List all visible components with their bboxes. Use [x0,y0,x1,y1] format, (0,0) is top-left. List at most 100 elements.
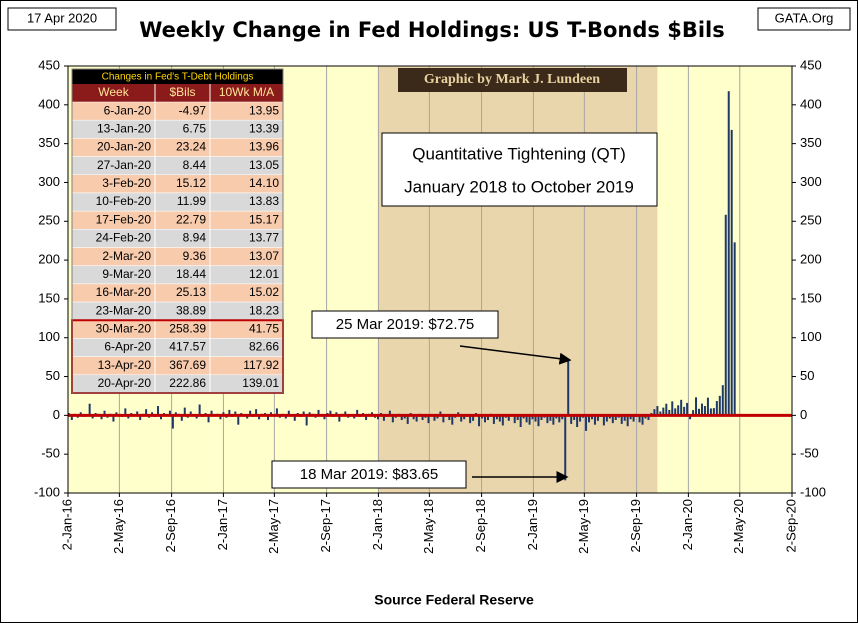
bar [145,409,148,416]
bar [136,411,139,416]
bar [391,415,394,423]
bar [653,409,656,416]
credit-box [398,68,627,92]
bar [519,415,522,428]
site-box [757,7,851,31]
bar [88,403,91,416]
bar [472,415,475,421]
value-cell: 222.86 [169,376,206,390]
bar [486,415,489,421]
bar [686,402,689,416]
column-header: 10Wk M/A [219,85,274,99]
date-box [7,7,117,31]
bar [451,415,454,425]
bar [596,415,599,421]
bar [189,411,192,416]
annotation: 18 Mar 2019: $83.65 [300,466,438,483]
bar [516,415,519,421]
y-tick-label: 200 [38,252,60,267]
date: 17 Apr 2020 [27,10,97,25]
y-tick-label: 100 [38,329,60,344]
y2-tick-label: 200 [800,252,822,267]
ma-cell: 12.01 [249,267,279,281]
bar [689,415,692,420]
value-cell: 38.89 [176,303,206,317]
table-title: Changes in Fed's T-Debt Holdings [102,72,254,83]
annotation: 25 Mar 2019: $72.75 [336,316,474,333]
ma-cell: 139.01 [242,376,279,390]
ma-cell: 41.75 [249,322,279,336]
bar [237,415,240,425]
x-tick-label: 2-Jan-19 [525,499,540,550]
qt-text: Quantitative Tightening (QT) [412,144,626,163]
ma-cell: 13.95 [249,103,279,117]
value-cell: 8.94 [183,231,207,245]
y2-tick-label: 450 [800,57,822,72]
bar [525,415,528,423]
bar [168,410,171,416]
bar [139,415,142,421]
bar [157,406,160,416]
bar [371,412,374,416]
bar [570,415,573,424]
bar [680,399,683,416]
bar [590,415,593,420]
x-tick-label: 2-May-17 [266,499,281,554]
bar [100,415,103,420]
bar [412,415,415,420]
y2-tick-label: 50 [800,368,814,383]
bar [79,412,82,416]
value-cell: -4.97 [179,103,207,117]
bar [293,415,296,421]
y-tick-label: 450 [38,57,60,72]
bar [442,415,445,423]
ma-cell: 13.77 [249,231,279,245]
y-tick-label: -100 [34,484,60,499]
bar [647,415,650,421]
y2-tick-label: 250 [800,213,822,228]
bar [427,415,430,424]
bar [103,410,106,416]
week-cell: 2-Mar-20 [102,249,151,263]
bar [436,415,439,419]
plot-border [67,65,793,494]
y-tick-label: 400 [38,96,60,111]
ma-cell: 15.02 [249,285,279,299]
x-tick-label: 2-Sep-17 [318,499,333,552]
ma-cell: 82.66 [249,340,279,354]
y2-tick-label: 150 [800,290,822,305]
y2-tick-label: -50 [800,446,819,461]
bar [668,409,671,416]
bar [665,403,668,416]
x-tick-label: 2-May-19 [576,499,591,554]
bar [677,405,680,416]
column-header: Week [98,85,129,99]
chart-title: Weekly Change in Fed Holdings: US T-Bond… [139,18,724,42]
bar [174,412,177,416]
y-tick-label: -50 [41,446,60,461]
bar [219,415,222,420]
credit: Graphic by Mark J. Lundeen [424,72,600,87]
bar [91,415,94,419]
value-cell: 25.13 [176,285,206,299]
qt-box [381,132,658,207]
column-header: $Bils [169,85,195,99]
bar [522,415,525,419]
bar [492,415,495,424]
bar [317,409,320,416]
bar [671,401,674,416]
bar [207,415,210,423]
week-cell: 6-Jan-20 [104,103,152,117]
bar [483,415,486,423]
x-tick-label: 2-Jan-17 [215,499,230,550]
x-tick-label: 2-May-20 [731,499,746,554]
bar [308,412,311,416]
ma-cell: 13.05 [249,158,279,172]
bar [561,415,564,420]
y-tick-label: 350 [38,135,60,150]
week-cell: 20-Apr-20 [98,376,152,390]
bar [269,412,272,416]
bar [709,408,712,416]
bar [406,415,409,424]
bar [151,412,154,416]
